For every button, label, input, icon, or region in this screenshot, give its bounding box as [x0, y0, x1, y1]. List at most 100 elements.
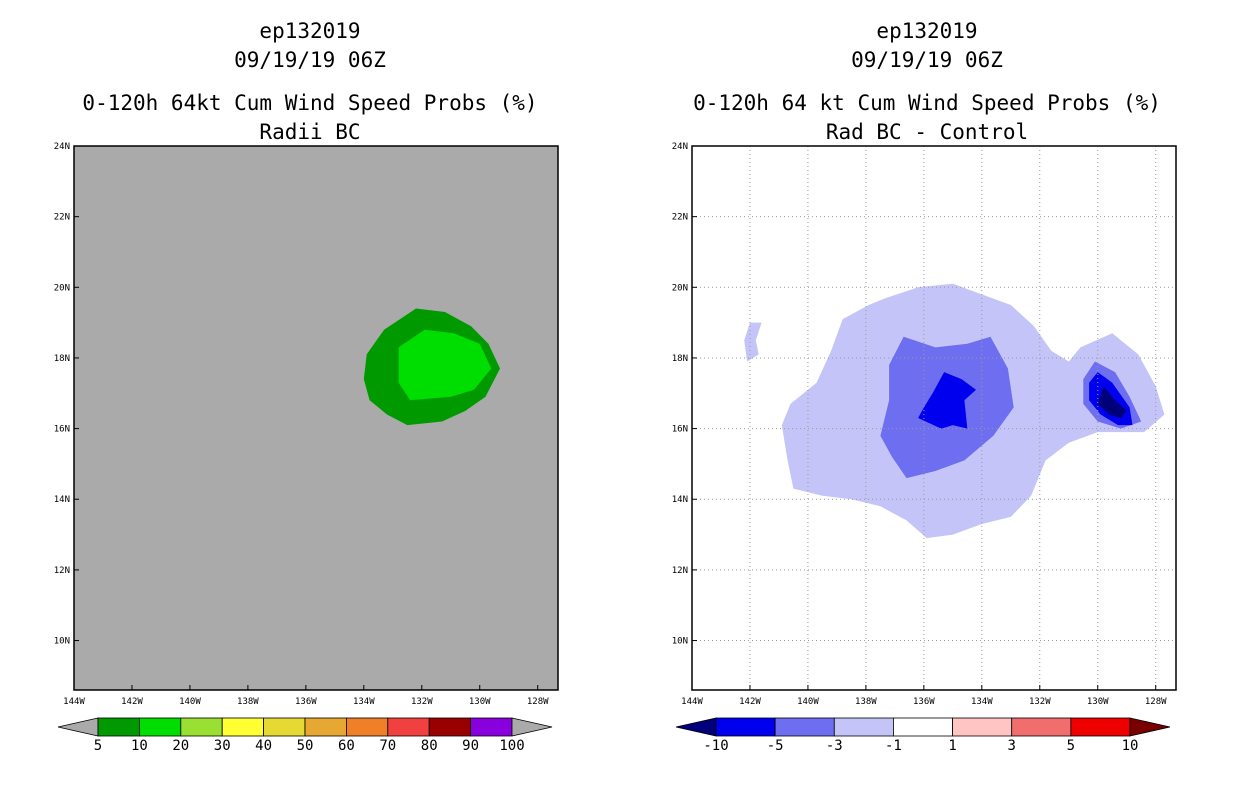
y-tick-label: 24N [54, 142, 70, 152]
y-tick-label: 16N [672, 425, 688, 435]
chart-title-datetime: 09/19/19 06Z [234, 48, 386, 72]
colorbar-label: -10 [703, 738, 728, 754]
colorbar-label: 100 [499, 738, 524, 754]
contour-region-6 [1097, 386, 1127, 418]
chart-panel-rad-bc-control: ep132019 09/19/19 06Z 0-120h 64 kt Cum W… [672, 19, 1177, 754]
y-tick-label: 22N [672, 213, 688, 223]
contour-region-1 [398, 329, 492, 401]
x-tick-label: 134W [971, 697, 993, 707]
y-tick-label: 22N [54, 213, 70, 223]
colorbar-swatch-3 [893, 717, 953, 737]
chart-title-subtitle: Rad BC - Control [826, 120, 1028, 144]
x-tick-label: 138W [855, 697, 877, 707]
probability-contours [363, 308, 500, 426]
x-tick-label: 130W [469, 697, 491, 707]
x-tick-label: 144W [681, 697, 703, 707]
difference-contours [744, 283, 1165, 539]
x-tick-label: 132W [1029, 697, 1051, 707]
contour-region-1 [744, 322, 762, 362]
chart-title-product: 0-120h 64kt Cum Wind Speed Probs (%) [82, 91, 537, 115]
y-tick-label: 10N [672, 637, 688, 647]
x-axis-tick-labels: 144W 142W 140W 138W 136W 134W 132W 130W 128W [63, 685, 549, 707]
plot-frame [691, 145, 1177, 691]
colorbar-swatch-6 [345, 717, 389, 737]
colorbar-swatch-1 [138, 717, 182, 737]
x-tick-label: 144W [63, 697, 85, 707]
colorbar-label: 80 [421, 738, 438, 754]
colorbar-over-triangle [511, 717, 553, 737]
x-tick-label: 132W [411, 697, 433, 707]
colorbar-label: 10 [131, 738, 148, 754]
chart-title-product: 0-120h 64 kt Cum Wind Speed Probs (%) [693, 91, 1161, 115]
grid-lines [692, 146, 1176, 690]
chart-panel-radii-bc: ep132019 09/19/19 06Z 0-120h 64kt Cum Wi… [54, 19, 559, 754]
colorbar-swatch-5 [304, 717, 347, 737]
x-tick-label: 130W [1087, 697, 1109, 707]
colorbar-swatch-2 [833, 717, 894, 737]
colorbar-legend: 5 10 20 30 40 50 60 70 80 90 100 [57, 717, 553, 754]
colorbar-label: 70 [379, 738, 396, 754]
y-tick-label: 24N [672, 142, 688, 152]
colorbar-swatch-5 [1011, 717, 1072, 737]
chart-title-storm-id: ep132019 [876, 19, 977, 43]
y-tick-label: 10N [54, 637, 70, 647]
colorbar-swatch-9 [470, 717, 513, 737]
x-axis-tick-labels: 144W 142W 140W 138W 136W 134W 132W 130W 128W [681, 685, 1167, 707]
colorbar-label: 10 [1122, 738, 1139, 754]
colorbar-swatch-8 [428, 717, 472, 737]
colorbar-label: 90 [462, 738, 479, 754]
y-tick-label: 14N [672, 495, 688, 505]
x-tick-label: 128W [1145, 697, 1167, 707]
y-tick-label: 20N [672, 283, 688, 293]
colorbar-label: 5 [1067, 738, 1075, 754]
colorbar-over-triangle [1129, 717, 1171, 737]
y-axis-tick-labels: 24N 22N 20N 18N 16N 14N 12N 10N [54, 142, 79, 647]
chart-title-storm-id: ep132019 [259, 19, 360, 43]
colorbar-swatch-6 [1070, 717, 1131, 737]
y-axis-tick-labels: 24N 22N 20N 18N 16N 14N 12N 10N [672, 142, 697, 647]
colorbar-swatch-1 [774, 717, 835, 737]
colorbar-label: -5 [767, 738, 784, 754]
y-tick-label: 12N [54, 566, 70, 576]
x-tick-label: 136W [913, 697, 935, 707]
colorbar-label: 20 [172, 738, 189, 754]
chart-title-subtitle: Radii BC [259, 120, 360, 144]
x-tick-label: 142W [121, 697, 143, 707]
colorbar-label: 30 [214, 738, 231, 754]
colorbar-label: -1 [885, 738, 902, 754]
x-tick-label: 142W [739, 697, 761, 707]
colorbar-label: 60 [338, 738, 355, 754]
plot-frame [73, 145, 559, 691]
colorbar-label: 40 [255, 738, 272, 754]
y-tick-label: 20N [54, 283, 70, 293]
colorbar-swatch-4 [263, 717, 306, 737]
colorbar-swatch-0 [97, 717, 140, 737]
contour-region-4 [918, 372, 976, 429]
colorbar-swatch-2 [180, 717, 223, 737]
x-tick-label: 136W [295, 697, 317, 707]
colorbar-swatch-7 [387, 717, 430, 737]
y-tick-label: 18N [54, 354, 70, 364]
plot-area-background [74, 146, 558, 690]
chart-title-datetime: 09/19/19 06Z [851, 48, 1003, 72]
y-tick-label: 16N [54, 425, 70, 435]
colorbar-label: 1 [948, 738, 956, 754]
y-tick-label: 14N [54, 495, 70, 505]
colorbar-under-triangle [675, 717, 717, 737]
colorbar-swatch-0 [715, 717, 776, 737]
colorbar-swatch-4 [952, 717, 1013, 737]
y-tick-label: 12N [672, 566, 688, 576]
colorbar-label: 5 [94, 738, 102, 754]
y-tick-label: 18N [672, 354, 688, 364]
x-tick-label: 134W [353, 697, 375, 707]
colorbar-swatch-3 [221, 717, 264, 737]
x-tick-label: 138W [237, 697, 259, 707]
colorbar-under-triangle [57, 717, 99, 737]
colorbar-label: 3 [1007, 738, 1015, 754]
colorbar-label: 50 [297, 738, 314, 754]
x-tick-label: 140W [797, 697, 819, 707]
x-tick-label: 140W [179, 697, 201, 707]
colorbar-label: -3 [826, 738, 843, 754]
x-tick-label: 128W [527, 697, 549, 707]
